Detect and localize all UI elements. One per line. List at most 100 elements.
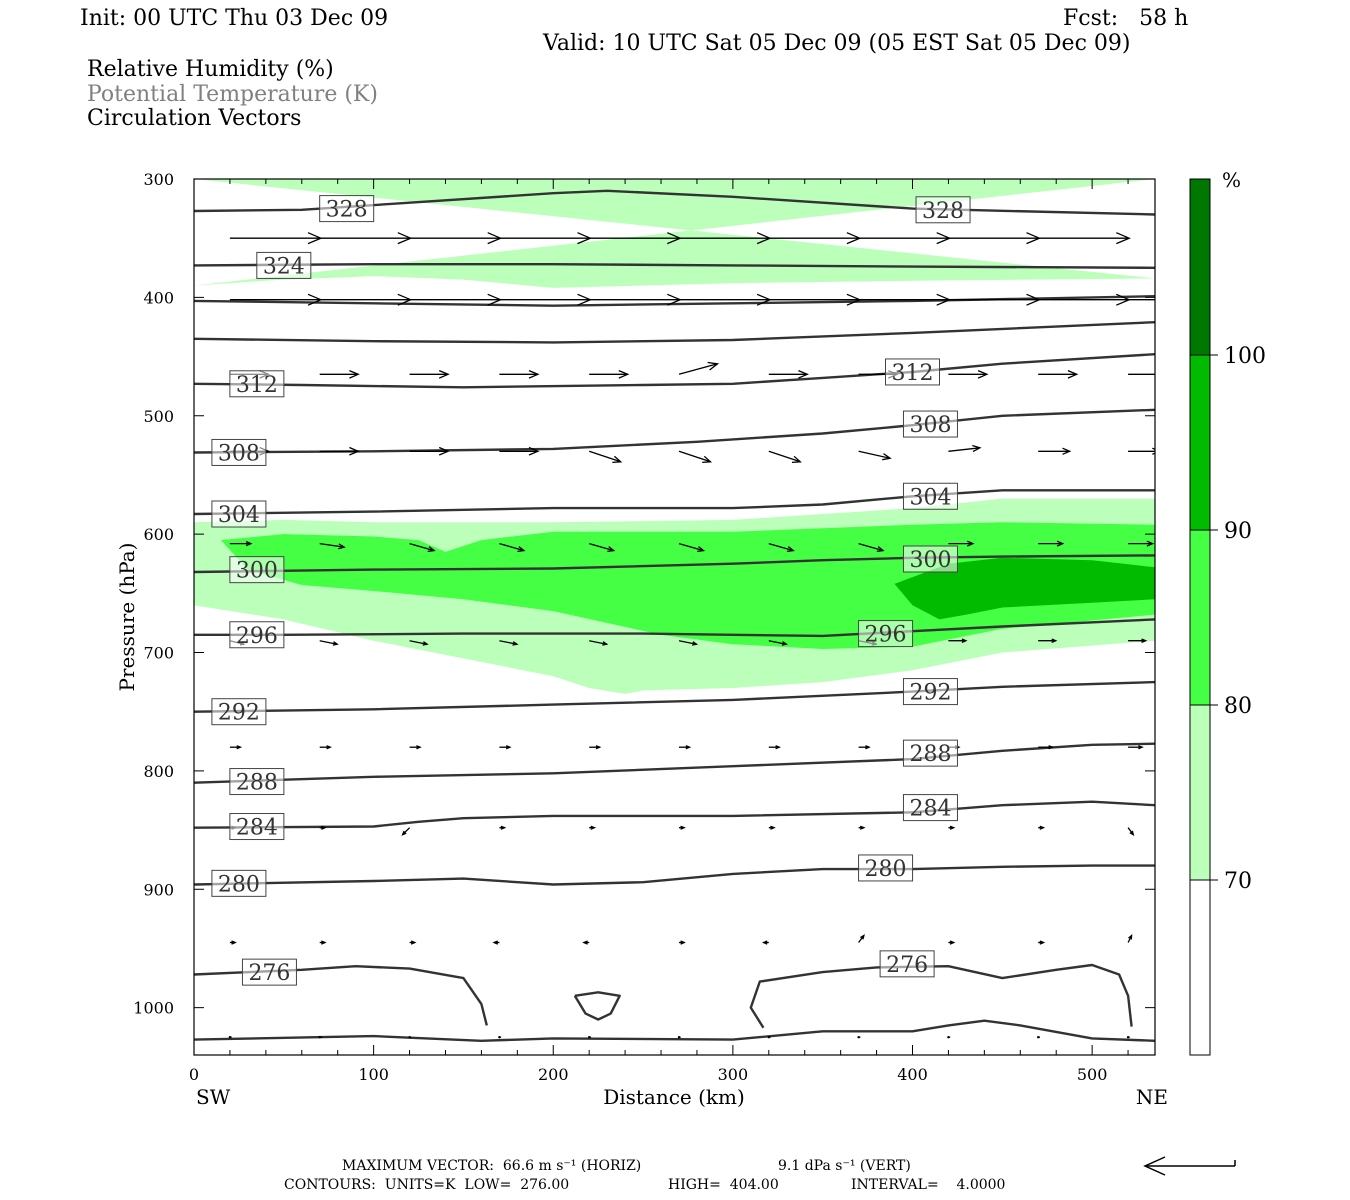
colorbar-unit: % bbox=[1222, 168, 1241, 192]
vector-head bbox=[949, 940, 956, 945]
theta-contour-296-8 bbox=[194, 618, 1155, 638]
vector-dot bbox=[228, 1036, 232, 1039]
vector-head bbox=[977, 370, 989, 379]
vector-arrow bbox=[948, 370, 989, 379]
vector-arrow bbox=[319, 370, 360, 379]
vector-head bbox=[967, 540, 975, 547]
colorbar-segment bbox=[1189, 354, 1211, 531]
vector-arrow bbox=[1038, 638, 1058, 643]
endpoint-label-ne: NE bbox=[1136, 1085, 1168, 1109]
vector-head bbox=[438, 446, 450, 456]
vector-arrow bbox=[499, 232, 593, 245]
contour-label-288-10-1: 288 bbox=[909, 742, 951, 767]
theta-contour-300-7 bbox=[194, 554, 1155, 574]
vector-shaft bbox=[589, 542, 614, 552]
vector-head bbox=[781, 641, 788, 646]
contour-label-box-324-1-0 bbox=[256, 251, 312, 279]
x-tick-label: 400 bbox=[897, 1065, 928, 1084]
vector-head bbox=[505, 745, 512, 750]
valid-time: Valid: 10 UTC Sat 05 Dec 09 (05 EST Sat … bbox=[543, 31, 1131, 56]
theta-contour-276-15 bbox=[573, 991, 621, 1021]
vector-head bbox=[786, 546, 795, 553]
contour-label-box-296-8-1 bbox=[858, 620, 914, 648]
vector-head bbox=[410, 940, 417, 945]
contours-high: HIGH= 404.00 bbox=[668, 1177, 779, 1193]
vector-head bbox=[761, 940, 768, 945]
contour-label-284-11-1: 284 bbox=[909, 797, 951, 822]
vector-arrow bbox=[767, 1036, 771, 1039]
vector-arrow bbox=[768, 542, 795, 553]
colorbar-label: 90 bbox=[1224, 519, 1252, 544]
vector-shaft bbox=[678, 640, 697, 645]
vector-head bbox=[500, 825, 507, 830]
vector-shaft bbox=[588, 450, 621, 463]
vector-dot bbox=[408, 1036, 411, 1039]
field-label-rh: Relative Humidity (%) bbox=[87, 57, 334, 82]
contour-label-288-10-0: 288 bbox=[236, 771, 278, 796]
contour-label-box-304-6-1 bbox=[902, 482, 958, 510]
vector-head bbox=[1146, 540, 1155, 547]
vector-head bbox=[349, 446, 360, 456]
contour-label-324-1-0: 324 bbox=[263, 254, 305, 279]
vector-head bbox=[865, 745, 871, 750]
y-tick-label: 300 bbox=[143, 170, 174, 189]
colorbar: 70 80 90 100% bbox=[1189, 168, 1266, 1056]
vector-shaft bbox=[768, 450, 801, 463]
vector-arrow bbox=[678, 361, 720, 375]
vector-arrow bbox=[857, 1036, 861, 1039]
vector-arrow bbox=[858, 825, 866, 830]
vector-head bbox=[1039, 940, 1046, 945]
vector-arrow bbox=[858, 542, 885, 553]
contour-label-308-5-0: 308 bbox=[218, 441, 260, 466]
vector-shaft bbox=[858, 450, 891, 459]
contour-label-box-308-5-1 bbox=[902, 410, 958, 438]
vector-arrow bbox=[319, 640, 339, 646]
vector-arrow bbox=[679, 940, 686, 945]
vector-arrow bbox=[409, 542, 436, 553]
x-tick-label: 500 bbox=[1077, 1065, 1108, 1084]
contour-label-312-4-1: 312 bbox=[892, 361, 934, 386]
vector-shaft bbox=[499, 542, 525, 552]
vector-arrow bbox=[768, 745, 781, 750]
vector-arrow bbox=[761, 940, 769, 945]
vector-head bbox=[882, 453, 892, 461]
vector-head bbox=[326, 745, 332, 750]
theta-contour-276-14 bbox=[749, 963, 1133, 1029]
theta-contour-292-9 bbox=[194, 680, 1155, 713]
vector-arrow bbox=[319, 825, 327, 830]
vector-arrow bbox=[409, 446, 450, 456]
contour-label-box-296-8-0 bbox=[229, 621, 285, 649]
vector-head bbox=[702, 455, 713, 464]
contour-label-296-8-1: 296 bbox=[865, 623, 907, 648]
theta-contour-312-4 bbox=[194, 353, 1155, 389]
vector-head bbox=[1062, 447, 1072, 455]
theta-contour-280-12 bbox=[194, 864, 1155, 886]
vector-arrow bbox=[498, 1036, 502, 1039]
theta-contour-324-1 bbox=[194, 263, 1155, 269]
vector-shaft bbox=[678, 450, 711, 463]
contour-label-328-0-0: 328 bbox=[326, 198, 368, 223]
vector-arrow bbox=[499, 542, 526, 553]
vector-arrow bbox=[1038, 825, 1046, 830]
vector-arrow bbox=[229, 540, 253, 547]
vector-arrow bbox=[319, 446, 360, 456]
vector-arrow bbox=[947, 1036, 951, 1039]
vector-arrow bbox=[1038, 540, 1065, 547]
vector-arrow bbox=[499, 825, 507, 830]
vector-head bbox=[512, 641, 519, 646]
vector-arrow bbox=[319, 745, 332, 750]
vector-shaft bbox=[409, 542, 435, 552]
vector-arrow bbox=[1128, 299, 1155, 301]
vector-arrow bbox=[499, 640, 519, 646]
vector-head bbox=[707, 361, 720, 371]
y-tick-label: 800 bbox=[143, 762, 174, 781]
y-axis-label: Pressure (hPa) bbox=[115, 543, 139, 692]
vector-head bbox=[791, 455, 802, 464]
y-tick-label: 1000 bbox=[133, 999, 174, 1018]
vector-head bbox=[1067, 370, 1079, 379]
vector-arrow bbox=[589, 369, 630, 379]
contour-label-box-304-6-0 bbox=[211, 500, 267, 528]
contour-label-box-292-9-1 bbox=[902, 678, 958, 706]
theta-contour-308-5 bbox=[194, 408, 1155, 454]
